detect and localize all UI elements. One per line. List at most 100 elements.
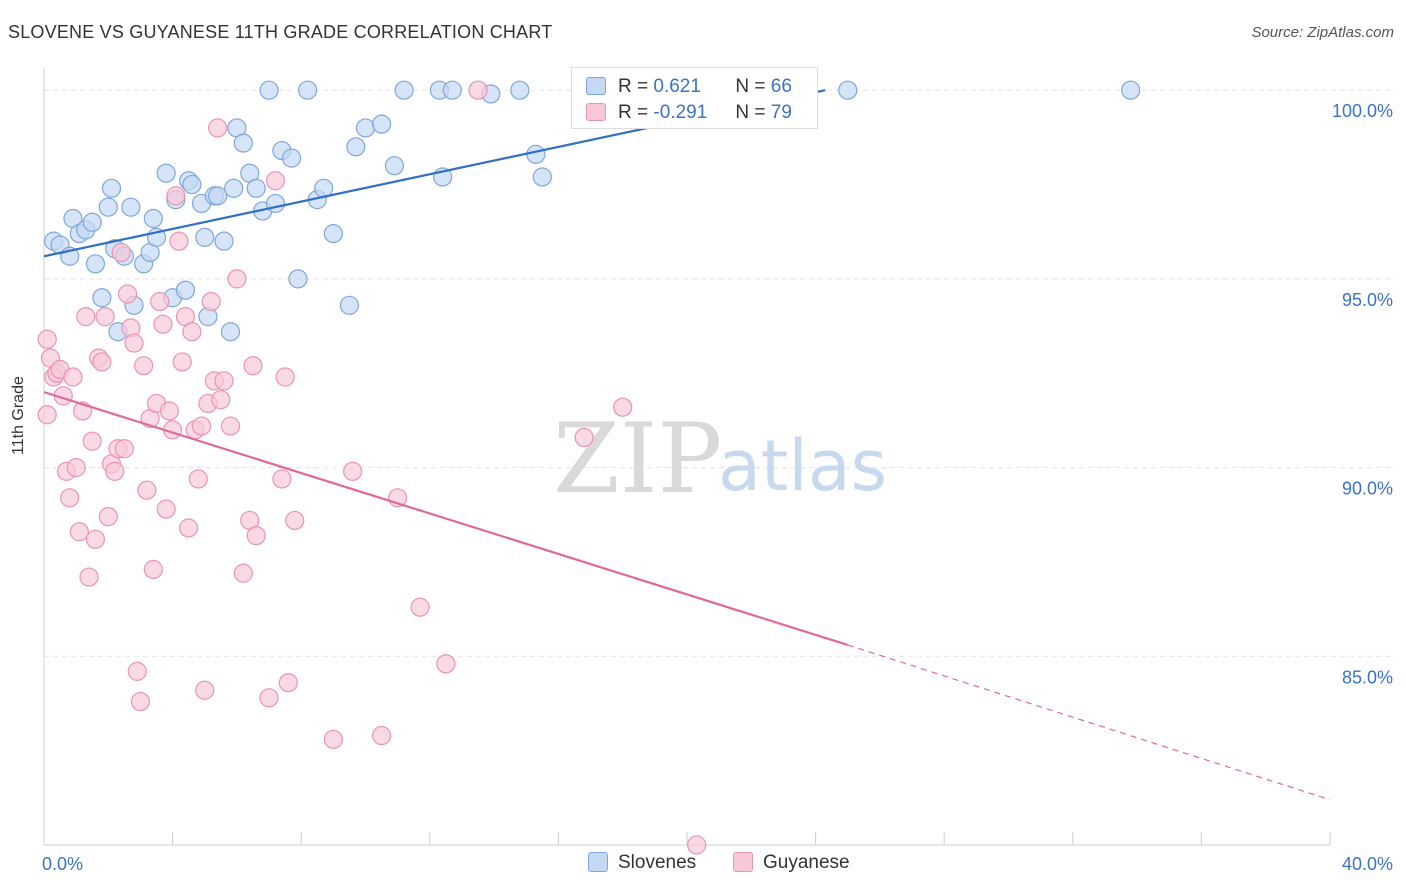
data-point-slovenes [265, 193, 286, 214]
series-label-slovenes: Slovenes [618, 852, 697, 873]
data-point-guyanese [169, 231, 189, 251]
data-point-slovenes [143, 208, 163, 229]
legend-row-slovenes: R = 0.621 N = 66 [586, 76, 792, 100]
data-point-guyanese [134, 356, 154, 376]
watermark: ZIP atlas [553, 403, 887, 515]
data-point-slovenes [182, 174, 202, 195]
data-point-guyanese [195, 680, 215, 700]
data-point-guyanese [211, 390, 231, 410]
data-point-slovenes [510, 80, 530, 100]
data-point-guyanese [214, 371, 234, 391]
data-point-slovenes [214, 231, 234, 251]
data-point-slovenes [85, 254, 106, 274]
data-point-guyanese [156, 499, 176, 519]
data-point-guyanese [117, 284, 138, 304]
data-point-guyanese [278, 673, 298, 693]
y-tick-label: 85.0% [1342, 667, 1393, 687]
legend-r-label: R = [618, 76, 649, 97]
data-point-guyanese [259, 688, 279, 708]
y-tick-label: 95.0% [1342, 290, 1393, 310]
data-point-slovenes [526, 144, 546, 164]
data-point-slovenes [101, 178, 122, 198]
data-point-guyanese [92, 352, 112, 372]
data-point-slovenes [346, 137, 366, 157]
data-point-guyanese [60, 488, 80, 508]
data-point-guyanese [166, 186, 186, 206]
data-point-slovenes [233, 133, 253, 153]
data-point-slovenes [98, 197, 118, 217]
data-point-guyanese [69, 522, 89, 542]
data-point-guyanese [79, 567, 99, 587]
data-points [37, 80, 1141, 855]
watermark-atlas: atlas [718, 425, 887, 507]
data-point-guyanese [76, 307, 96, 327]
data-point-guyanese [124, 333, 144, 353]
data-point-guyanese [153, 314, 173, 334]
data-point-guyanese [137, 480, 157, 500]
data-point-slovenes [208, 186, 228, 206]
data-point-slovenes [281, 148, 302, 168]
trend-line-guyanese [43, 391, 849, 647]
watermark-zip: ZIP [553, 403, 722, 515]
data-point-slovenes [838, 80, 858, 100]
data-point-guyanese [37, 329, 57, 349]
data-point-guyanese [66, 457, 86, 478]
data-point-guyanese [63, 367, 83, 387]
x-tick-label: 40.0% [1342, 854, 1393, 874]
data-point-guyanese [188, 469, 208, 489]
legend-n-value: 66 [770, 76, 792, 97]
series-legend-guyanese[interactable]: Guyanese [733, 852, 850, 874]
data-point-slovenes [339, 295, 360, 315]
legend-swatch-slovenes [586, 77, 606, 95]
trend-line-guyanese-extension [847, 644, 1331, 801]
data-point-guyanese [143, 559, 163, 580]
data-point-guyanese [111, 242, 131, 263]
data-point-guyanese [159, 401, 179, 421]
data-point-guyanese [105, 461, 125, 481]
axes [43, 68, 1331, 846]
data-point-guyanese [243, 356, 263, 376]
legend-n-value: 79 [770, 102, 792, 123]
data-point-slovenes [175, 280, 196, 300]
chart-title: SLOVENE VS GUYANESE 11TH GRADE CORRELATI… [8, 22, 553, 42]
data-point-slovenes [532, 167, 552, 187]
series-swatch-guyanese [733, 852, 753, 872]
data-point-guyanese [191, 416, 212, 436]
data-point-guyanese [227, 269, 247, 289]
data-point-slovenes [195, 227, 215, 247]
data-point-guyanese [233, 563, 253, 583]
x-tick-label: 0.0% [42, 854, 83, 874]
data-point-slovenes [156, 163, 176, 183]
data-point-guyanese [323, 729, 343, 749]
series-legend-slovenes[interactable]: Slovenes [588, 852, 696, 874]
legend-swatch-guyanese [586, 103, 606, 121]
data-point-guyanese [246, 525, 266, 546]
data-point-slovenes [121, 197, 141, 217]
data-point-guyanese [275, 367, 295, 387]
data-point-guyanese [371, 725, 392, 746]
data-point-guyanese [687, 835, 707, 855]
data-point-slovenes [1121, 80, 1141, 100]
data-point-slovenes [259, 80, 279, 100]
data-point-slovenes [371, 114, 392, 134]
data-point-guyanese [130, 691, 151, 712]
data-point-slovenes [82, 212, 102, 232]
data-point-slovenes [220, 322, 241, 342]
data-point-slovenes [384, 156, 405, 176]
source-credit: Source: ZipAtlas.com [1251, 24, 1394, 41]
data-point-guyanese [265, 171, 286, 191]
data-point-guyanese [95, 307, 115, 327]
series-swatch-slovenes [588, 852, 608, 872]
data-point-guyanese [410, 597, 430, 617]
y-tick-label: 90.0% [1342, 479, 1393, 499]
data-point-slovenes [224, 178, 244, 198]
series-label-guyanese: Guyanese [763, 852, 850, 873]
data-point-guyanese [172, 352, 192, 372]
data-point-guyanese [343, 461, 363, 481]
y-tick-label: 100.0% [1332, 101, 1393, 121]
data-point-guyanese [127, 661, 147, 681]
data-point-guyanese [114, 439, 134, 459]
tick-labels: 100.0% 95.0% 90.0% 85.0% 0.0% 40.0% [42, 101, 1393, 874]
data-point-guyanese [201, 291, 221, 312]
